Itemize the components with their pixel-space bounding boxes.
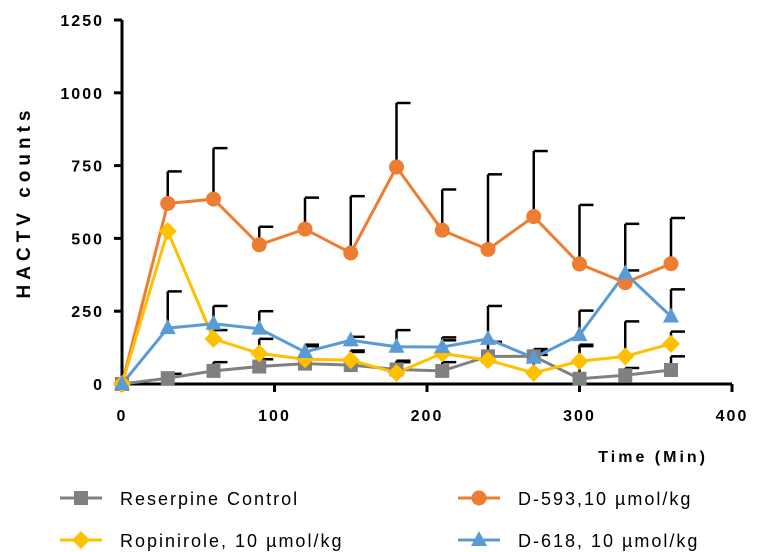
- point-ropinirole-10-mol-kg: [387, 363, 406, 382]
- legend-label-ropinirole-10-mol-kg: Ropinirole, 10 µmol/kg: [120, 531, 343, 551]
- point-ropinirole-10-mol-kg: [341, 351, 360, 370]
- y-tick-label: 250: [71, 304, 104, 321]
- point-ropinirole-10-mol-kg: [662, 334, 680, 353]
- point-d-618-10-mol-kg: [388, 337, 405, 353]
- legend-marker-ropinirole-10-mol-kg: [72, 531, 90, 549]
- x-tick-label: 0: [117, 408, 128, 425]
- y-tick-label: 1250: [60, 13, 104, 30]
- x-axis-title: Time (Min): [598, 449, 708, 466]
- point-ropinirole-10-mol-kg: [250, 344, 269, 363]
- point-d-593-10-mol-kg: [434, 222, 450, 238]
- point-reserpine-control: [206, 363, 221, 378]
- point-d-618-10-mol-kg: [663, 307, 679, 323]
- point-d-593-10-mol-kg: [160, 195, 176, 211]
- point-d-593-10-mol-kg: [297, 221, 313, 237]
- point-d-618-10-mol-kg: [617, 264, 634, 280]
- point-reserpine-control: [435, 363, 450, 378]
- point-d-593-10-mol-kg: [206, 191, 221, 207]
- point-d-618-10-mol-kg: [571, 326, 588, 342]
- legend-label-d-618-10-mol-kg: D-618, 10 µmol/kg: [518, 531, 699, 551]
- point-d-618-10-mol-kg: [205, 314, 222, 330]
- point-d-618-10-mol-kg: [525, 348, 542, 364]
- y-tick-label: 0: [93, 377, 104, 394]
- legend-marker-reserpine-control: [74, 491, 88, 505]
- point-d-593-10-mol-kg: [480, 241, 496, 257]
- x-tick-label: 100: [258, 408, 291, 425]
- point-d-618-10-mol-kg: [114, 375, 130, 390]
- point-d-618-10-mol-kg: [342, 331, 359, 347]
- legend-marker-d-593-10-mol-kg: [471, 490, 487, 506]
- point-d-618-10-mol-kg: [480, 329, 496, 345]
- point-ropinirole-10-mol-kg: [570, 352, 589, 371]
- point-ropinirole-10-mol-kg: [158, 222, 177, 241]
- y-tick-label: 750: [71, 159, 104, 176]
- point-reserpine-control: [664, 363, 678, 378]
- x-tick-label: 300: [563, 408, 596, 425]
- point-ropinirole-10-mol-kg: [479, 351, 497, 370]
- y-tick-label: 500: [71, 231, 104, 248]
- axis-ticks: 0 100 200 300 400 0 250 500 750 1000 1250: [60, 13, 749, 425]
- legend-label-d-593-10-mol-kg: D-593,10 µmol/kg: [518, 489, 692, 509]
- point-reserpine-control: [618, 368, 633, 383]
- point-d-593-10-mol-kg: [389, 159, 404, 175]
- legend-marker-d-618-10-mol-kg: [471, 531, 487, 546]
- point-ropinirole-10-mol-kg: [524, 363, 543, 382]
- point-reserpine-control: [572, 371, 587, 386]
- point-reserpine-control: [252, 359, 267, 374]
- series-markers: [113, 159, 680, 393]
- x-tick-label: 400: [716, 408, 749, 425]
- point-d-593-10-mol-kg: [663, 256, 679, 272]
- point-d-618-10-mol-kg: [434, 338, 451, 354]
- x-tick-label: 200: [411, 408, 444, 425]
- point-reserpine-control: [160, 371, 175, 386]
- point-ropinirole-10-mol-kg: [616, 347, 635, 366]
- point-d-593-10-mol-kg: [526, 209, 542, 225]
- error-bars: [166, 101, 685, 379]
- point-d-618-10-mol-kg: [297, 342, 313, 358]
- point-d-593-10-mol-kg: [343, 245, 359, 261]
- y-axis-title: HACTV counts: [14, 106, 35, 299]
- point-ropinirole-10-mol-kg: [204, 329, 223, 348]
- point-d-618-10-mol-kg: [159, 319, 176, 335]
- legend-label-reserpine-control: Reserpine Control: [120, 489, 299, 509]
- point-d-593-10-mol-kg: [572, 256, 587, 272]
- y-tick-label: 1000: [60, 86, 104, 103]
- legend: Reserpine Control D-593,10 µmol/kg Ropinir…: [60, 489, 699, 551]
- point-d-618-10-mol-kg: [251, 319, 268, 335]
- point-d-593-10-mol-kg: [251, 237, 267, 253]
